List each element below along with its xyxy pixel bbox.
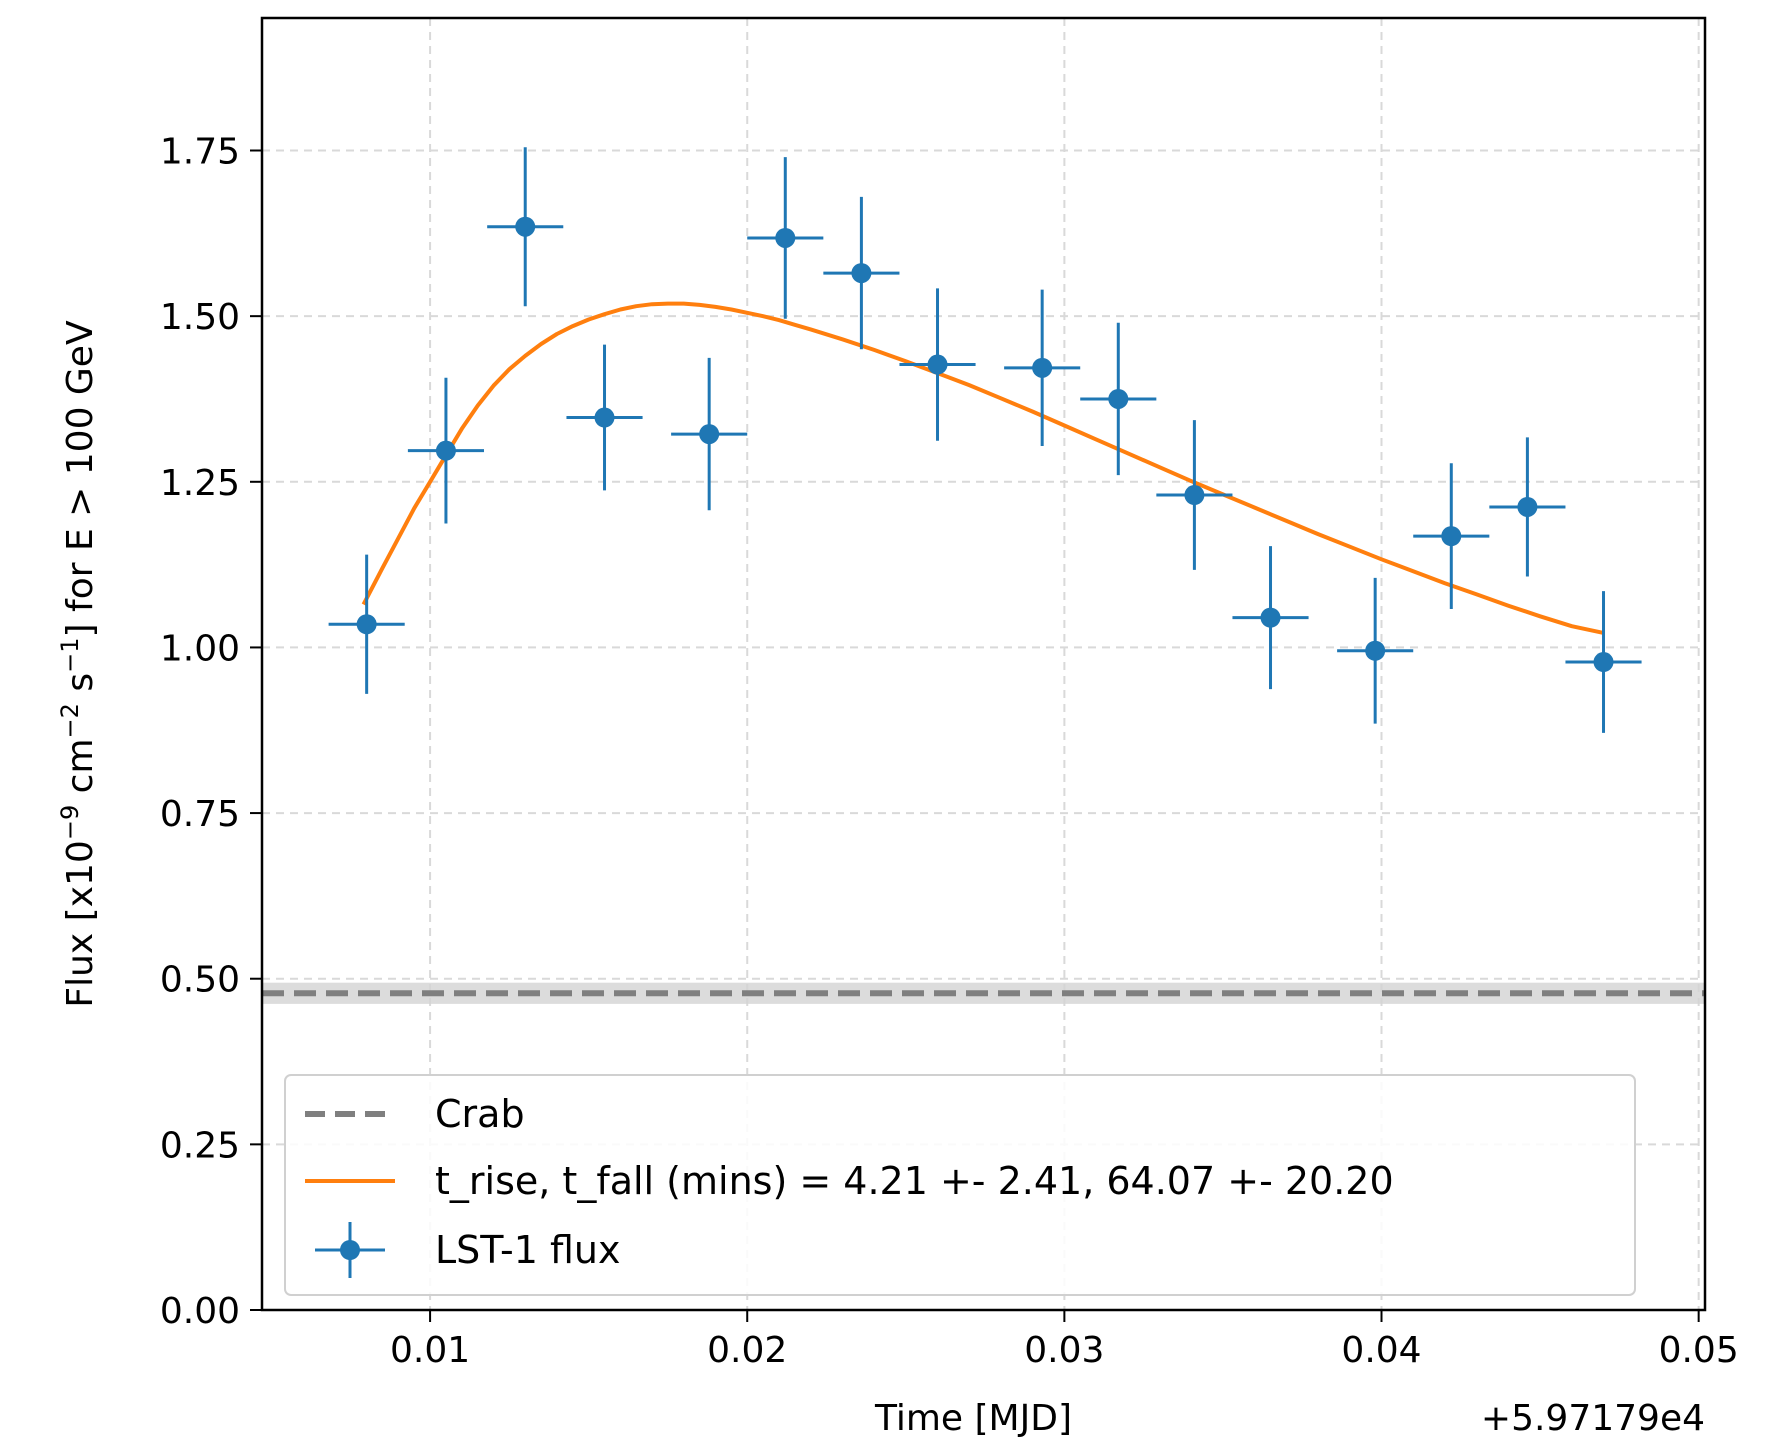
legend-box: [284, 1074, 1636, 1296]
legend-fit-label: t_rise, t_fall (mins) = 4.21 +- 2.41, 64…: [435, 1159, 1394, 1203]
data-marker: [1517, 496, 1538, 517]
data-marker: [775, 227, 796, 248]
data-point-5: [747, 157, 824, 319]
y-label-exponent: −2: [56, 703, 84, 738]
data-marker: [594, 407, 615, 428]
data-marker: [435, 440, 456, 461]
data-marker: [1260, 607, 1281, 628]
legend: Crab t_rise, t_fall (mins) = 4.21 +- 2.4…: [284, 1074, 1636, 1296]
y-label-part: ] for E > 100 GeV: [60, 320, 101, 637]
data-marker: [927, 354, 948, 375]
y-tick-label-5: 1.25: [160, 463, 240, 504]
y-tick-label-6: 1.50: [160, 297, 240, 338]
data-point-1: [407, 377, 484, 524]
legend-points-label: LST-1 flux: [435, 1228, 621, 1272]
x-tick-label-2: 0.03: [1024, 1330, 1104, 1371]
data-marker: [1108, 388, 1129, 409]
y-axis-label: Flux [x10−9 cm−2 s−1] for E > 100 GeV: [56, 320, 101, 1008]
x-tick-label-4: 0.05: [1659, 1330, 1739, 1371]
legend-crab-label: Crab: [435, 1092, 525, 1136]
data-point-7: [899, 288, 976, 441]
fit-curve-group: [361, 301, 1604, 635]
y-label-part: cm: [60, 738, 101, 804]
y-tick-label-1: 0.25: [160, 1125, 240, 1166]
data-point-4: [671, 357, 748, 511]
data-point-12: [1337, 577, 1414, 724]
y-tick-label-2: 0.50: [160, 960, 240, 1001]
y-tick-label-4: 1.00: [160, 628, 240, 669]
data-marker: [851, 263, 872, 284]
y-label-exponent: −9: [56, 805, 84, 840]
crab-reference: [262, 982, 1705, 1004]
data-marker: [1593, 652, 1614, 673]
y-label-exponent: −1: [56, 637, 84, 672]
x-axis-label: Time [MJD]: [874, 1398, 1072, 1439]
y-label-part: Flux [x10: [60, 840, 101, 1007]
data-marker: [515, 216, 536, 237]
plot-frame: [260, 16, 1707, 1312]
data-marker: [1441, 526, 1462, 547]
x-offset-label: +5.97179e4: [1481, 1398, 1705, 1439]
axes: 0.01 0.02 0.03 0.04 0.05 0.00 0.25 0.50 0.75 1.00…: [56, 16, 1739, 1439]
legend-points-swatch-marker: [340, 1240, 360, 1260]
data-point-3: [566, 344, 643, 491]
data-marker: [1032, 357, 1053, 378]
data-point-0: [328, 554, 405, 694]
data-marker: [356, 614, 377, 635]
data-point-6: [823, 196, 900, 350]
x-tick-label-0: 0.01: [390, 1330, 470, 1371]
y-tick-label-7: 1.75: [160, 132, 240, 173]
y-tick-label-0: 0.00: [160, 1291, 240, 1332]
data-point-10: [1156, 420, 1233, 570]
data-point-13: [1413, 463, 1490, 610]
data-marker: [1184, 485, 1205, 506]
data-point-8: [1004, 289, 1081, 447]
data-points-group: [328, 147, 1642, 733]
data-point-15: [1565, 591, 1642, 733]
data-point-9: [1080, 322, 1157, 476]
data-point-2: [487, 147, 564, 307]
data-point-14: [1489, 437, 1566, 577]
data-marker: [699, 424, 720, 445]
data-point-11: [1232, 546, 1309, 690]
data-marker: [1365, 640, 1386, 661]
y-tick-label-3: 0.75: [160, 794, 240, 835]
x-tick-label-1: 0.02: [707, 1330, 787, 1371]
x-tick-label-3: 0.04: [1341, 1330, 1421, 1371]
y-label-part: s: [60, 673, 101, 703]
fit-curve: [361, 301, 1604, 635]
